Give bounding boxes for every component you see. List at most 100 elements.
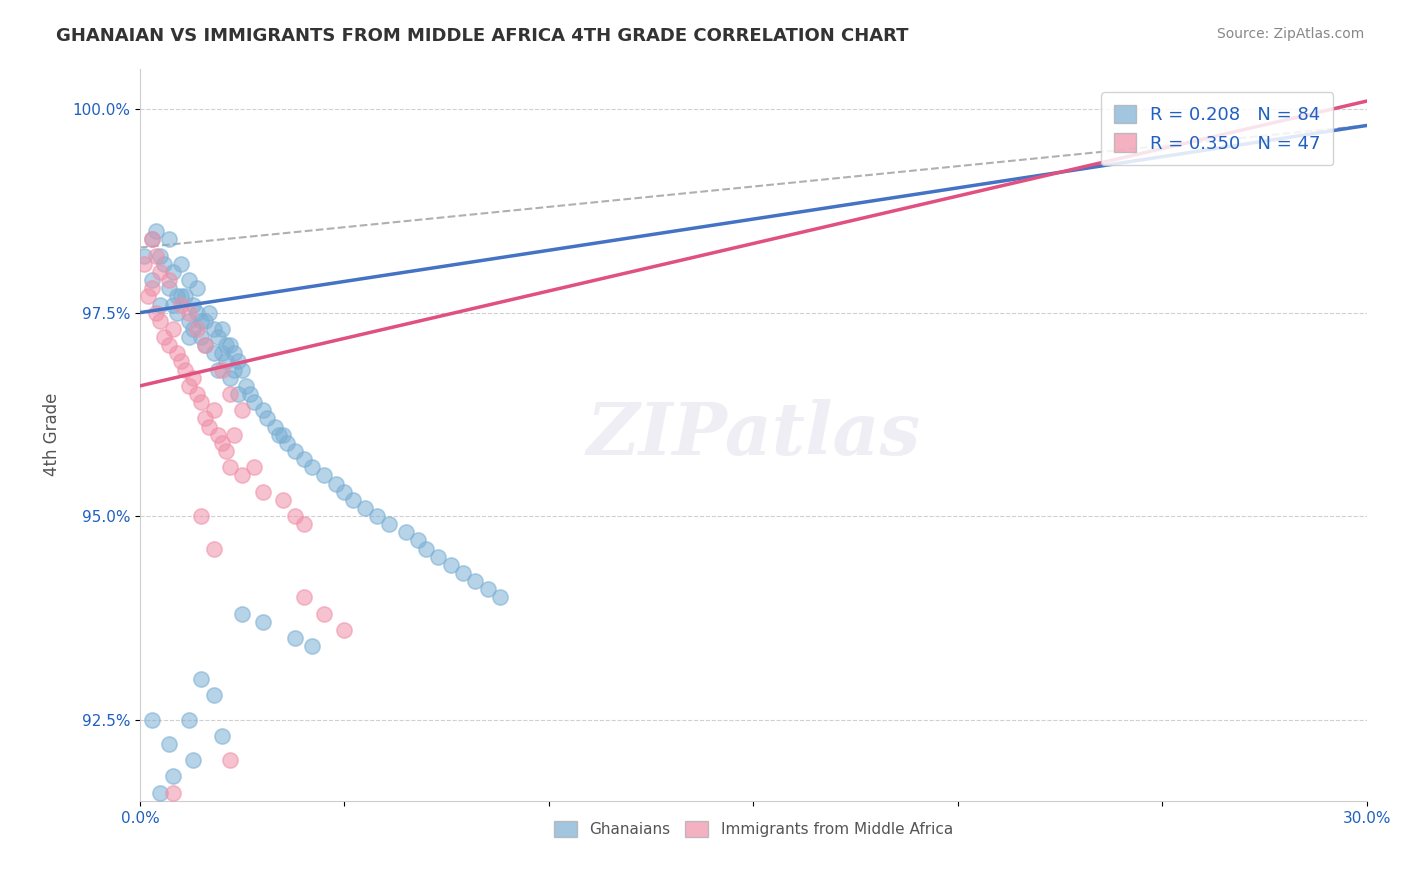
Point	[276, 435, 298, 450]
Point	[207, 427, 229, 442]
Point	[222, 427, 245, 442]
Point	[451, 566, 474, 580]
Point	[166, 305, 188, 319]
Point	[141, 232, 163, 246]
Point	[231, 468, 253, 483]
Point	[378, 517, 401, 532]
Point	[186, 305, 208, 319]
Point	[132, 257, 155, 271]
Point	[243, 460, 266, 475]
Point	[170, 257, 193, 271]
Point	[194, 338, 217, 352]
Point	[427, 549, 450, 564]
Point	[149, 314, 172, 328]
Point	[284, 631, 307, 645]
Point	[153, 257, 176, 271]
Point	[170, 297, 193, 311]
Point	[207, 362, 229, 376]
Point	[194, 338, 217, 352]
Point	[211, 729, 233, 743]
Point	[333, 623, 356, 637]
Point	[141, 232, 163, 246]
Point	[177, 713, 200, 727]
Point	[190, 509, 212, 524]
Point	[219, 370, 242, 384]
Point	[207, 330, 229, 344]
Point	[170, 354, 193, 368]
Point	[219, 387, 242, 401]
Point	[162, 769, 184, 783]
Point	[145, 305, 167, 319]
Point	[395, 525, 418, 540]
Point	[219, 460, 242, 475]
Point	[464, 574, 486, 589]
Point	[226, 354, 249, 368]
Point	[149, 265, 172, 279]
Point	[170, 289, 193, 303]
Point	[186, 322, 208, 336]
Point	[202, 541, 225, 556]
Point	[226, 387, 249, 401]
Point	[194, 411, 217, 425]
Point	[215, 354, 238, 368]
Legend: Ghanaians, Immigrants from Middle Africa: Ghanaians, Immigrants from Middle Africa	[547, 814, 960, 845]
Point	[222, 362, 245, 376]
Point	[157, 281, 180, 295]
Point	[157, 338, 180, 352]
Text: Source: ZipAtlas.com: Source: ZipAtlas.com	[1216, 27, 1364, 41]
Point	[231, 362, 253, 376]
Point	[157, 737, 180, 751]
Point	[256, 411, 278, 425]
Point	[219, 753, 242, 767]
Point	[166, 289, 188, 303]
Point	[366, 509, 388, 524]
Point	[284, 444, 307, 458]
Point	[186, 387, 208, 401]
Point	[312, 468, 335, 483]
Point	[292, 517, 315, 532]
Point	[292, 591, 315, 605]
Point	[194, 314, 217, 328]
Point	[440, 558, 463, 572]
Point	[222, 346, 245, 360]
Point	[177, 273, 200, 287]
Point	[267, 427, 290, 442]
Point	[190, 395, 212, 409]
Point	[162, 265, 184, 279]
Point	[202, 688, 225, 702]
Point	[231, 607, 253, 621]
Point	[239, 387, 262, 401]
Point	[354, 500, 377, 515]
Point	[211, 346, 233, 360]
Point	[162, 297, 184, 311]
Point	[157, 232, 180, 246]
Point	[174, 289, 197, 303]
Point	[162, 786, 184, 800]
Point	[157, 273, 180, 287]
Point	[174, 362, 197, 376]
Point	[284, 509, 307, 524]
Point	[252, 615, 274, 629]
Point	[181, 297, 204, 311]
Y-axis label: 4th Grade: 4th Grade	[44, 393, 60, 476]
Point	[149, 297, 172, 311]
Point	[198, 419, 221, 434]
Point	[406, 533, 429, 548]
Point	[333, 484, 356, 499]
Point	[252, 403, 274, 417]
Point	[243, 395, 266, 409]
Point	[141, 281, 163, 295]
Point	[301, 640, 323, 654]
Point	[342, 492, 364, 507]
Point	[211, 435, 233, 450]
Point	[219, 338, 242, 352]
Text: GHANAIAN VS IMMIGRANTS FROM MIDDLE AFRICA 4TH GRADE CORRELATION CHART: GHANAIAN VS IMMIGRANTS FROM MIDDLE AFRIC…	[56, 27, 908, 45]
Point	[202, 346, 225, 360]
Point	[231, 403, 253, 417]
Point	[198, 305, 221, 319]
Point	[202, 403, 225, 417]
Point	[177, 314, 200, 328]
Point	[202, 322, 225, 336]
Point	[141, 273, 163, 287]
Point	[149, 786, 172, 800]
